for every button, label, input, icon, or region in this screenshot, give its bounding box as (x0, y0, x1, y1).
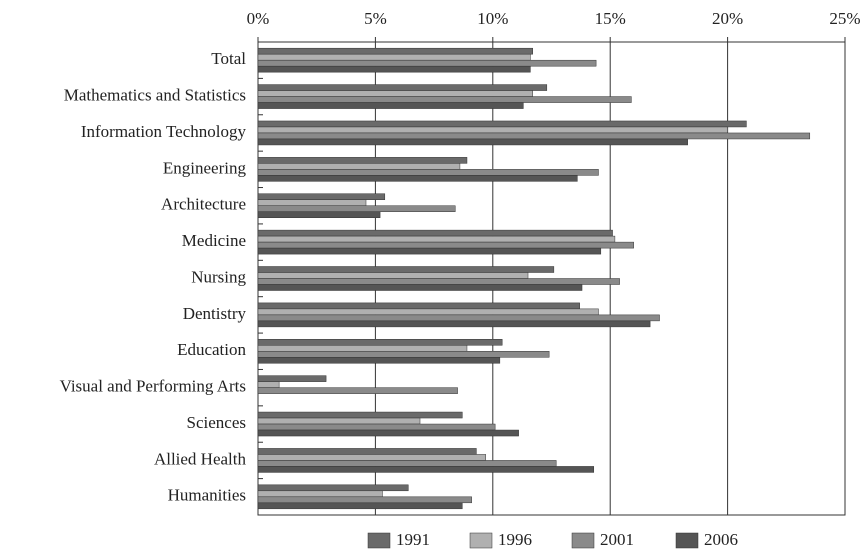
bar (257, 96, 632, 103)
bar (257, 454, 487, 461)
bar (257, 308, 599, 316)
bar (257, 320, 651, 328)
y-tick-label: Architecture (161, 195, 246, 214)
legend-swatch (571, 532, 595, 549)
x-tick-label: 15% (595, 9, 626, 28)
y-tick-label: Humanities (168, 486, 246, 505)
legend-label: 1991 (396, 530, 430, 549)
bar (257, 484, 409, 492)
bar (257, 90, 533, 97)
x-tick-label: 20% (712, 9, 743, 28)
bar (257, 84, 548, 91)
bar (257, 339, 503, 346)
x-tick-label: 25% (829, 9, 860, 28)
bar (257, 302, 580, 310)
bar (257, 205, 456, 212)
bar (257, 229, 613, 237)
legend-label: 2006 (704, 530, 738, 549)
x-tick-label: 5% (364, 9, 387, 28)
x-tick-label: 0% (247, 9, 270, 28)
bar (257, 169, 599, 176)
bar (257, 266, 555, 273)
bar (257, 241, 634, 249)
y-tick-label: Sciences (187, 413, 246, 432)
bar (257, 132, 811, 140)
bar (257, 387, 458, 394)
legend-swatch (367, 532, 391, 549)
bar (257, 59, 597, 67)
bar (257, 211, 381, 218)
bar (257, 411, 463, 419)
legend-swatch (469, 532, 493, 549)
bar (257, 381, 280, 388)
bar (257, 126, 728, 134)
bar (257, 247, 602, 255)
bar (257, 163, 461, 170)
y-tick-label: Total (211, 49, 246, 68)
bar (257, 193, 386, 200)
bar (257, 157, 468, 164)
y-tick-label: Mathematics and Statistics (64, 85, 246, 104)
bar (257, 357, 501, 364)
bar (257, 429, 519, 437)
bar (257, 65, 531, 73)
y-tick-label: Engineering (163, 158, 247, 177)
bar (257, 235, 616, 243)
bar (257, 53, 531, 61)
bar (257, 423, 496, 431)
bar (257, 175, 578, 182)
legend-label: 2001 (600, 530, 634, 549)
y-tick-label: Visual and Performing Arts (60, 377, 246, 396)
y-tick-label: Nursing (191, 267, 246, 286)
bar (257, 417, 421, 425)
bar (257, 120, 747, 128)
y-tick-label: Information Technology (81, 122, 247, 141)
bar (257, 345, 468, 352)
bar (257, 460, 557, 467)
bar (257, 496, 472, 504)
x-tick-label: 10% (477, 9, 508, 28)
y-tick-label: Allied Health (154, 449, 247, 468)
y-tick-label: Medicine (182, 231, 246, 250)
y-tick-label: Education (177, 340, 246, 359)
bar (257, 47, 533, 55)
bar (257, 284, 583, 291)
bar (257, 278, 620, 285)
bar (257, 375, 327, 382)
legend-swatch (675, 532, 699, 549)
bar (257, 199, 367, 206)
bar (257, 272, 529, 279)
bar (257, 138, 688, 146)
y-tick-label: Dentistry (183, 304, 247, 323)
bar (257, 502, 463, 510)
bar (257, 102, 524, 109)
bar (257, 314, 660, 322)
bar (257, 351, 550, 358)
legend-label: 1996 (498, 530, 532, 549)
bar (257, 448, 477, 455)
bar (257, 490, 383, 498)
bar (257, 466, 595, 473)
